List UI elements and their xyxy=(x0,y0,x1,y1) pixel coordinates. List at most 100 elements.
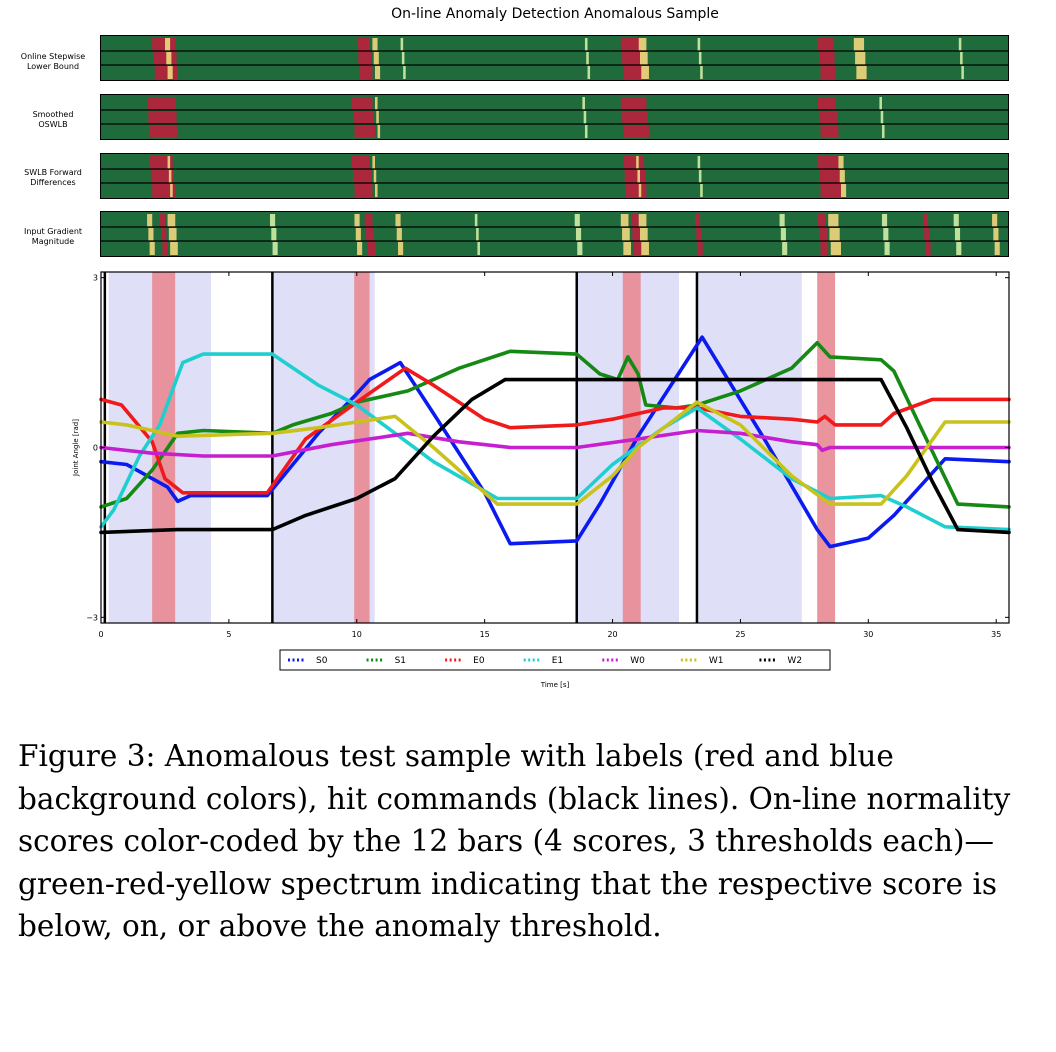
bar-event xyxy=(620,38,644,51)
bar-event xyxy=(881,125,885,138)
bar-event xyxy=(960,52,963,65)
bar-label-line: Online Stepwise xyxy=(20,52,86,61)
bar-event xyxy=(168,170,172,183)
bar-event xyxy=(400,38,404,51)
x-tick-label: 5 xyxy=(226,630,231,639)
bar-event xyxy=(698,52,702,65)
bar-event xyxy=(477,242,480,255)
bar-event xyxy=(817,38,834,51)
bar-event xyxy=(622,111,648,124)
bar-event xyxy=(956,242,962,255)
bar-event xyxy=(584,38,588,51)
bar-event xyxy=(633,242,642,255)
x-axis-label: Time [s] xyxy=(540,681,570,689)
bar-event xyxy=(638,214,647,227)
bar-event xyxy=(884,242,890,255)
bar-event xyxy=(357,38,370,51)
bar-event xyxy=(167,66,173,79)
bar-event xyxy=(149,156,173,169)
score-bars-oswlb xyxy=(100,35,1009,81)
bar-event xyxy=(623,66,647,79)
bar-label-line: SWLB Forward xyxy=(24,168,82,177)
bar-event xyxy=(820,242,829,255)
bar-event xyxy=(623,242,632,255)
bar-event xyxy=(269,214,276,227)
bar-event xyxy=(700,66,703,79)
bar-event xyxy=(819,170,840,183)
bar-event xyxy=(880,111,884,124)
bar-event xyxy=(820,66,836,79)
x-tick-label: 35 xyxy=(991,630,1001,639)
bar-event xyxy=(583,111,587,124)
bar-event xyxy=(958,38,962,51)
bar-event xyxy=(993,228,999,241)
bar-event xyxy=(637,170,640,183)
bar-event xyxy=(358,52,372,65)
bar-event xyxy=(398,242,404,255)
bar-label-line: Differences xyxy=(30,178,76,187)
bar-event xyxy=(641,242,649,255)
bar-event xyxy=(828,214,839,227)
bar-event xyxy=(881,214,888,227)
legend-label-e1: E1 xyxy=(552,656,563,666)
legend-label-s1: S1 xyxy=(395,656,406,666)
bar-event xyxy=(372,156,375,169)
bar-event xyxy=(700,184,703,197)
bar-event xyxy=(622,52,646,65)
bar-event xyxy=(817,156,839,169)
red-label-region xyxy=(152,272,176,623)
bar-event xyxy=(994,242,1000,255)
legend-label-w2: W2 xyxy=(787,656,802,666)
score-bars-forward-diff xyxy=(100,153,1009,199)
bar-event xyxy=(922,214,929,227)
bar-event xyxy=(354,125,375,138)
bar-event xyxy=(584,125,588,138)
bar-event xyxy=(954,228,961,241)
bar-label-line: OSWLB xyxy=(38,120,68,129)
bar-event xyxy=(856,66,867,79)
bar-event xyxy=(374,66,381,79)
series-line-e0 xyxy=(99,366,1011,495)
bar-event xyxy=(354,214,360,227)
bar-event xyxy=(623,125,649,138)
bar-event xyxy=(403,66,406,79)
bar-event xyxy=(474,214,478,227)
bar-event xyxy=(839,170,845,183)
bar-event xyxy=(586,52,589,65)
bar-event xyxy=(165,38,171,51)
bar-event xyxy=(587,66,591,79)
bar-event xyxy=(697,242,703,255)
bar-event xyxy=(820,184,842,197)
bar-label-line: Input Gradient xyxy=(23,227,83,236)
bar-event xyxy=(841,184,847,197)
bar-event xyxy=(366,228,374,241)
bar-event xyxy=(639,228,648,241)
legend-label-w1: W1 xyxy=(709,656,724,666)
bar-event xyxy=(367,242,375,255)
bar-event xyxy=(152,38,176,51)
bar-event xyxy=(925,242,931,255)
bar-event xyxy=(170,184,173,197)
bar-event xyxy=(353,111,374,124)
bar-label-oswlb: Online Stepwise Lower Bound xyxy=(8,52,98,72)
bar-event xyxy=(820,125,839,138)
series-line-s0 xyxy=(99,335,1011,549)
bar-event xyxy=(819,52,835,65)
bar-event xyxy=(354,184,373,197)
bar-event xyxy=(636,156,639,169)
y-axis-label: Joint Angle [rad] xyxy=(72,419,80,477)
legend-label-w0: W0 xyxy=(630,656,645,666)
series-line-w2 xyxy=(99,377,1011,535)
bar-event xyxy=(817,97,836,110)
bar-event xyxy=(853,38,865,51)
bar-event xyxy=(855,52,866,65)
bar-event xyxy=(476,228,479,241)
bar-event xyxy=(149,242,155,255)
x-tick-label: 20 xyxy=(607,630,617,639)
bar-event xyxy=(638,184,642,197)
bar-event xyxy=(838,156,844,169)
bar-event xyxy=(830,242,842,255)
bar-event xyxy=(154,66,178,79)
bar-event xyxy=(698,170,702,183)
bar-event xyxy=(149,125,178,138)
